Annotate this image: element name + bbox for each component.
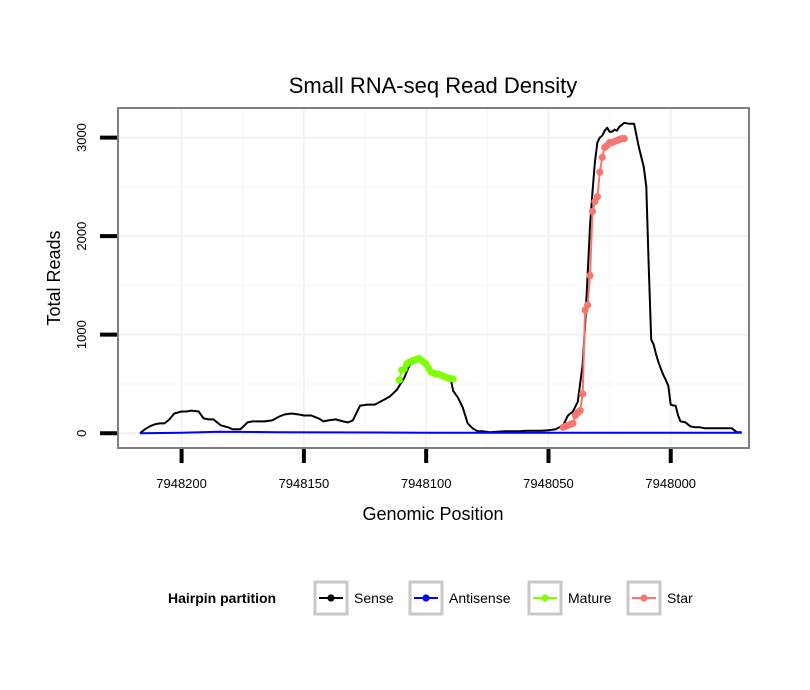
- star-point: [596, 168, 604, 176]
- star-point: [569, 419, 577, 427]
- star-point: [588, 207, 597, 216]
- star-legend-label: Star: [667, 590, 693, 606]
- x-tick-label: 7948100: [401, 476, 452, 491]
- star-point: [583, 301, 592, 309]
- x-tick-label: 7948150: [279, 476, 330, 491]
- star-point: [620, 134, 628, 143]
- x-tick-label: 7948200: [156, 476, 207, 491]
- sense-legend-label: Sense: [354, 590, 394, 606]
- series-layer: [139, 121, 742, 435]
- star-point: [586, 271, 594, 280]
- mature-point: [395, 376, 403, 384]
- plot-panel-border: [117, 107, 750, 449]
- y-tick-label: 0: [74, 430, 89, 437]
- star-point: [598, 153, 606, 161]
- y-tick-label: 2000: [74, 222, 89, 251]
- star-legend-point: [640, 594, 648, 602]
- star-point: [579, 390, 587, 398]
- y-axis: 0 1000 2000 3000: [74, 123, 117, 437]
- legend: Hairpin partition Sense Antisense Mature St…: [168, 580, 693, 616]
- x-tick-label: 7948000: [645, 476, 696, 491]
- x-axis: 7948200 7948150 7948100 7948050 7948000: [156, 449, 696, 491]
- sense-series-line: [139, 121, 742, 434]
- y-axis-title: Total Reads: [44, 230, 64, 325]
- sense-legend-point: [327, 594, 335, 602]
- antisense-legend-point: [422, 594, 430, 602]
- antisense-legend-label: Antisense: [449, 590, 511, 606]
- mature-legend-point: [541, 594, 549, 602]
- grid: [118, 108, 749, 448]
- y-tick-label: 1000: [74, 320, 89, 349]
- legend-title: Hairpin partition: [168, 590, 276, 606]
- star-point: [576, 406, 584, 415]
- x-axis-title: Genomic Position: [362, 504, 503, 524]
- mature-point: [449, 375, 457, 383]
- antisense-series-line: [139, 430, 742, 435]
- mature-legend-label: Mature: [568, 590, 612, 606]
- x-tick-label: 7948050: [523, 476, 574, 491]
- chart-title: Small RNA-seq Read Density: [289, 73, 578, 98]
- y-tick-label: 3000: [74, 123, 89, 152]
- star-point: [593, 193, 601, 201]
